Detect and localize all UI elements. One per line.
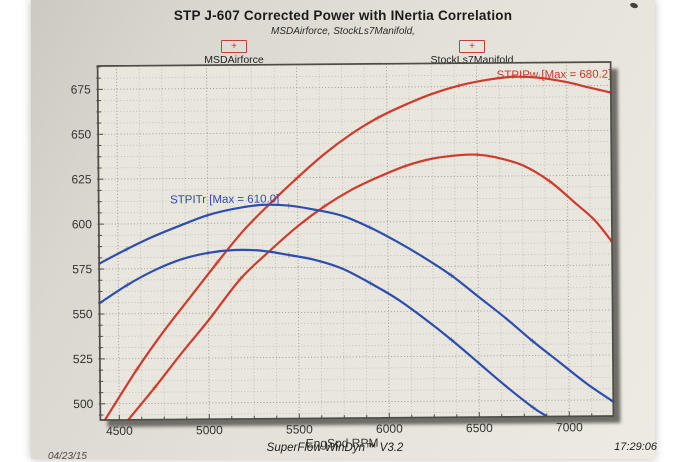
footer-timestamp: 17:29:06 [614,441,657,453]
plus-glyph: + [469,42,475,52]
y-tick-label: 575 [72,262,92,276]
y-tick-label: 600 [72,217,92,231]
plus-glyph: + [231,42,237,52]
x-tick-label: 5500 [286,422,313,436]
legend-marker-plus-icon: + [221,40,247,53]
dyno-chart: STPIPw [Max = 680.2] STPITr [Max = 610.0]… [98,62,614,420]
plot-background [98,62,614,420]
y-tick-label: 550 [72,307,92,321]
annotation-stpitr-max-610-0: STPITr [Max = 610.0] [170,193,279,206]
paper-sheet: STP J-607 Corrected Power with INertia C… [31,0,655,459]
annotation-stpipw-max-680-2: STPIPw [Max = 680.2] [497,69,612,82]
dyno-chart-canvas: STPIPw [Max = 680.2] STPITr [Max = 610.0]… [98,62,614,420]
x-tick-label: 4500 [106,424,133,438]
y-tick-label: 525 [73,352,93,366]
legend-item-msdairforce: + MSDAirforce [174,40,294,66]
page-subtitle: MSDAirforce, StockLs7Manifold, [31,26,655,37]
x-tick-label: 6000 [376,422,403,436]
legend-marker-plus-icon: + [459,40,485,53]
x-tick-label: 7000 [556,420,583,434]
page-title: STP J-607 Corrected Power with INertia C… [31,8,655,23]
y-tick-label: 650 [71,127,91,141]
x-tick-label: 5000 [196,423,223,437]
footer-software-version: SuperFlow WinDyn™ V3.2 [31,442,655,454]
y-tick-label: 625 [71,172,91,186]
y-tick-label: 675 [71,82,91,96]
x-tick-label: 6500 [466,421,493,435]
y-tick-label: 500 [73,397,93,411]
